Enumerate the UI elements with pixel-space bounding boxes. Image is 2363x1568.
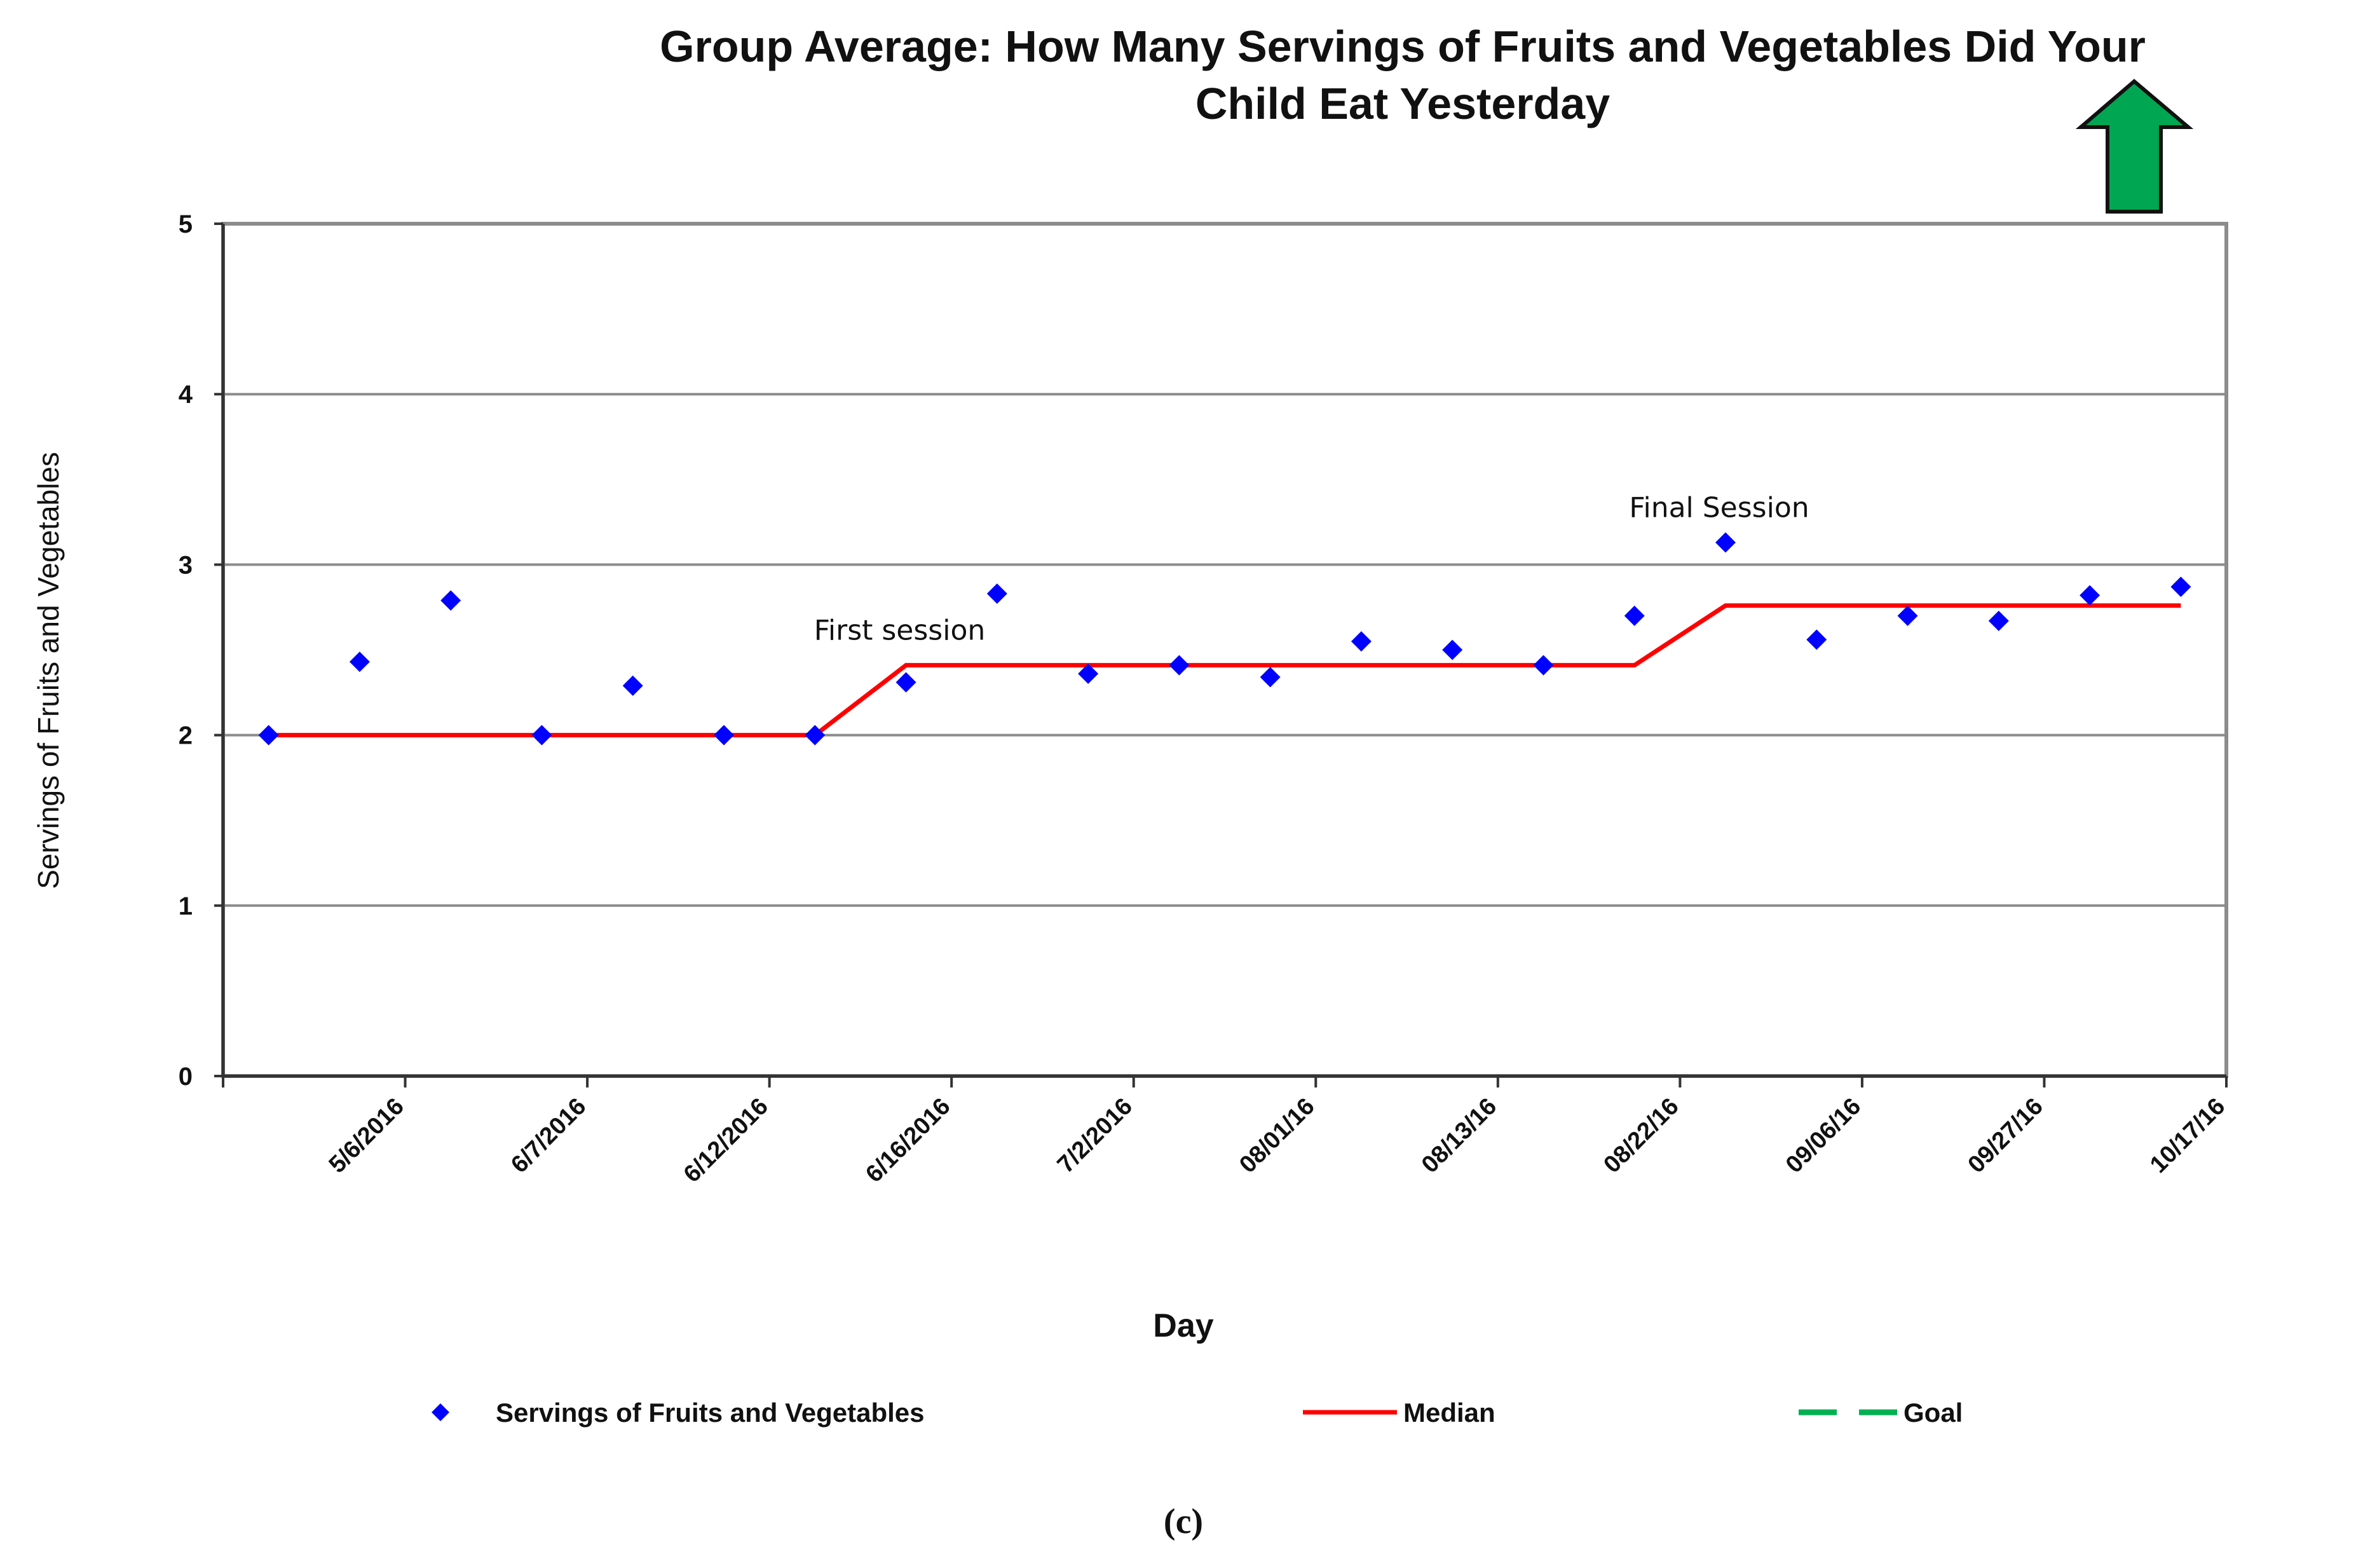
data-point — [1533, 655, 1554, 676]
x-axis-label: Day — [1153, 1307, 1213, 1344]
data-point — [1715, 532, 1736, 553]
data-point — [2080, 585, 2101, 606]
annotation-label: Final Session — [1629, 492, 1809, 524]
data-point — [1897, 605, 1918, 626]
legend-label-median: Median — [1403, 1398, 1495, 1428]
goal-up-arrow-icon — [2075, 79, 2194, 214]
data-point — [2170, 576, 2191, 597]
data-point — [986, 583, 1007, 604]
x-tick-label: 7/2/2016 — [1052, 1093, 1138, 1178]
legend-marker-servings — [432, 1403, 449, 1421]
data-point — [1078, 664, 1099, 685]
x-tick-label: 5/6/2016 — [324, 1093, 409, 1178]
data-point — [1169, 655, 1190, 676]
x-tick-label: 6/16/2016 — [861, 1093, 955, 1188]
data-point — [1988, 610, 2009, 631]
legend-label-goal: Goal — [1903, 1398, 1963, 1428]
data-point — [349, 651, 370, 672]
y-tick-label: 4 — [179, 381, 193, 409]
data-point — [258, 725, 279, 746]
x-tick-label: 08/22/16 — [1598, 1093, 1684, 1178]
data-point — [714, 725, 734, 746]
x-tick-label: 6/7/2016 — [506, 1093, 591, 1178]
data-point — [805, 725, 826, 746]
x-tick-label: 08/13/16 — [1417, 1093, 1502, 1178]
y-tick-label: 1 — [179, 892, 193, 920]
y-tick-label: 5 — [179, 210, 193, 238]
data-point — [531, 725, 552, 746]
legend-label-servings: Servings of Fruits and Vegetables — [496, 1398, 925, 1428]
y-tick-label: 3 — [179, 551, 193, 579]
x-tick-label: 10/17/16 — [2145, 1093, 2230, 1178]
x-tick-label: 09/27/16 — [1963, 1093, 2048, 1178]
x-tick-label: 6/12/2016 — [679, 1093, 773, 1188]
data-point — [1442, 639, 1463, 660]
data-point — [1260, 667, 1281, 688]
data-point — [1351, 631, 1372, 652]
data-point — [895, 672, 916, 693]
plot-frame — [221, 222, 2228, 1078]
y-axis-label: Servings of Fruits and Vegetables — [32, 452, 65, 889]
data-point — [1624, 605, 1645, 626]
chart-title-line1: Group Average: How Many Servings of Frui… — [660, 22, 2146, 71]
x-tick-label: 09/06/16 — [1781, 1093, 1866, 1178]
y-tick-label: 0 — [179, 1063, 193, 1091]
data-point — [622, 675, 643, 696]
data-point — [1806, 629, 1827, 650]
median-line — [268, 603, 2181, 738]
x-tick-label: 08/01/16 — [1234, 1093, 1319, 1178]
y-tick-label: 2 — [179, 722, 193, 750]
chart-title-line2: Child Eat Yesterday — [1195, 79, 1610, 128]
legend: Servings of Fruits and Vegetables Median… — [432, 1398, 1963, 1428]
annotation-label: First session — [814, 615, 985, 647]
figure-caption: (c) — [1164, 1502, 1203, 1541]
data-point — [440, 590, 461, 611]
